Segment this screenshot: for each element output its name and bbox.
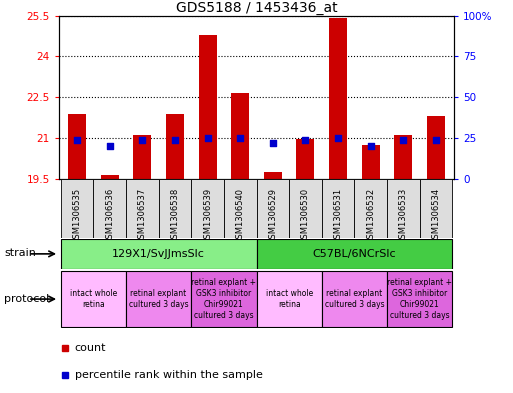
Text: C57BL/6NCrSlc: C57BL/6NCrSlc [312,249,396,259]
Text: GSM1306534: GSM1306534 [431,187,441,244]
Bar [166,114,184,179]
Point [269,140,277,146]
Point [73,136,81,143]
Point [106,143,114,149]
FancyBboxPatch shape [256,179,289,238]
FancyBboxPatch shape [61,239,256,268]
Text: GSM1306536: GSM1306536 [105,187,114,244]
Text: GSM1306533: GSM1306533 [399,187,408,244]
Bar [394,135,412,179]
FancyBboxPatch shape [256,239,452,268]
Text: GSM1306529: GSM1306529 [268,187,278,244]
Text: retinal explant +
GSK3 inhibitor
Chir99021
cultured 3 days: retinal explant + GSK3 inhibitor Chir990… [191,278,256,320]
FancyBboxPatch shape [191,271,256,327]
Title: GDS5188 / 1453436_at: GDS5188 / 1453436_at [175,1,338,15]
Point [367,143,375,149]
Text: GSM1306532: GSM1306532 [366,187,375,244]
FancyBboxPatch shape [61,271,126,327]
Text: retinal explant +
GSK3 inhibitor
Chir99021
cultured 3 days: retinal explant + GSK3 inhibitor Chir990… [387,278,452,320]
FancyBboxPatch shape [126,271,191,327]
FancyBboxPatch shape [289,179,322,238]
Bar [231,93,249,179]
Text: count: count [75,343,106,353]
Point [301,136,309,143]
Text: retinal explant
cultured 3 days: retinal explant cultured 3 days [325,289,384,309]
Text: 129X1/SvJJmsSlc: 129X1/SvJJmsSlc [112,249,205,259]
FancyBboxPatch shape [322,271,387,327]
Bar [362,145,380,179]
FancyBboxPatch shape [224,179,256,238]
FancyBboxPatch shape [93,179,126,238]
Text: GSM1306535: GSM1306535 [72,187,82,244]
Bar [101,175,119,179]
FancyBboxPatch shape [322,179,354,238]
Text: intact whole
retina: intact whole retina [70,289,117,309]
Text: GSM1306540: GSM1306540 [235,187,245,244]
Bar [329,18,347,179]
Bar [427,116,445,179]
FancyBboxPatch shape [191,179,224,238]
Bar [133,135,151,179]
FancyBboxPatch shape [159,179,191,238]
Point [432,136,440,143]
Text: intact whole
retina: intact whole retina [266,289,313,309]
Point [334,135,342,141]
FancyBboxPatch shape [256,271,322,327]
Text: GSM1306537: GSM1306537 [138,187,147,244]
FancyBboxPatch shape [387,179,420,238]
Text: protocol: protocol [4,294,49,305]
Text: percentile rank within the sample: percentile rank within the sample [75,370,263,380]
Point [236,135,244,141]
Point [171,136,179,143]
Text: GSM1306539: GSM1306539 [203,187,212,244]
FancyBboxPatch shape [61,179,93,238]
Point [138,136,146,143]
Point [204,135,212,141]
FancyBboxPatch shape [387,271,452,327]
FancyBboxPatch shape [420,179,452,238]
FancyBboxPatch shape [354,179,387,238]
Point [399,136,407,143]
Bar [264,172,282,179]
Text: GSM1306538: GSM1306538 [170,187,180,244]
Text: retinal explant
cultured 3 days: retinal explant cultured 3 days [129,289,188,309]
FancyBboxPatch shape [126,179,159,238]
Bar [68,114,86,179]
Text: GSM1306531: GSM1306531 [333,187,343,244]
Bar [297,140,314,179]
Bar [199,35,216,179]
Text: strain: strain [4,248,36,259]
Text: GSM1306530: GSM1306530 [301,187,310,244]
